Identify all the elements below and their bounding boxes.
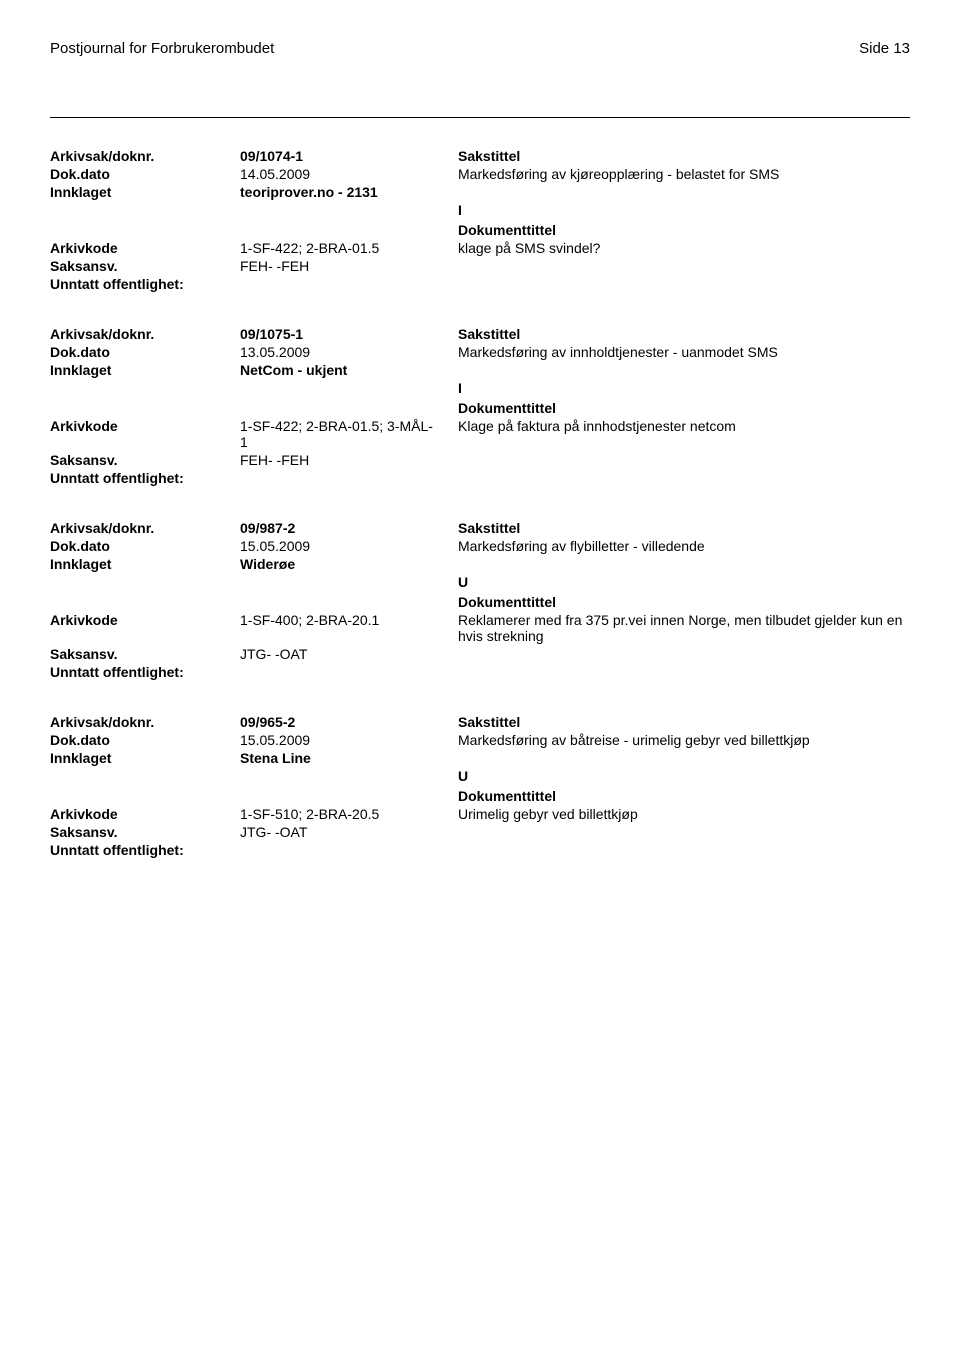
innklaget-value: Stena Line: [240, 750, 458, 766]
arkivkode-label: Arkivkode: [50, 612, 240, 628]
arkivsak-label: Arkivsak/doknr.: [50, 714, 240, 730]
saksansv-value: JTG- -OAT: [240, 646, 458, 662]
arkivkode-value: 1-SF-422; 2-BRA-01.5: [240, 240, 458, 256]
arkivsak-value: 09/965-2: [240, 714, 458, 730]
divider: [50, 117, 910, 118]
arkivkode-label: Arkivkode: [50, 806, 240, 822]
dokdato-label: Dok.dato: [50, 538, 240, 554]
dokumenttittel-label: Dokumenttittel: [458, 788, 910, 804]
saksansv-label: Saksansv.: [50, 824, 240, 840]
innklaget-label: Innklaget: [50, 362, 240, 378]
innklaget-label: Innklaget: [50, 184, 240, 200]
saksansv-value: JTG- -OAT: [240, 824, 458, 840]
arkivsak-label: Arkivsak/doknr.: [50, 326, 240, 342]
indicator: I: [458, 202, 910, 218]
innklaget-value: NetCom - ukjent: [240, 362, 458, 378]
dokumenttittel-text: Klage på faktura på innhodstjenester net…: [458, 418, 910, 434]
sakstittel-text: Markedsføring av innholdtjenester - uanm…: [458, 344, 910, 360]
dokdato-label: Dok.dato: [50, 344, 240, 360]
innklaget-value: teoriprover.no - 2131: [240, 184, 458, 200]
page-header: Postjournal for Forbrukerombudet Side 13: [50, 40, 910, 57]
innklaget-label: Innklaget: [50, 556, 240, 572]
dokdato-label: Dok.dato: [50, 732, 240, 748]
saksansv-label: Saksansv.: [50, 452, 240, 468]
sakstittel-label: Sakstittel: [458, 714, 910, 730]
dokumenttittel-text: klage på SMS svindel?: [458, 240, 910, 256]
record: Arkivsak/doknr.09/1075-1Sakstittel Dok.da…: [50, 326, 910, 486]
indicator: U: [458, 768, 910, 784]
arkivsak-value: 09/1075-1: [240, 326, 458, 342]
dokumenttittel-label: Dokumenttittel: [458, 222, 910, 238]
innklaget-label: Innklaget: [50, 750, 240, 766]
record: Arkivsak/doknr.09/1074-1Sakstittel Dok.da…: [50, 148, 910, 292]
record: Arkivsak/doknr.09/987-2Sakstittel Dok.dat…: [50, 520, 910, 680]
dokumenttittel-text: Urimelig gebyr ved billettkjøp: [458, 806, 910, 822]
journal-title: Postjournal for Forbrukerombudet: [50, 40, 274, 57]
dokdato-value: 13.05.2009: [240, 344, 458, 360]
unntatt-label: Unntatt offentlighet:: [50, 842, 184, 858]
arkivkode-value: 1-SF-510; 2-BRA-20.5: [240, 806, 458, 822]
unntatt-label: Unntatt offentlighet:: [50, 276, 184, 292]
record: Arkivsak/doknr.09/965-2Sakstittel Dok.dat…: [50, 714, 910, 858]
dokumenttittel-text: Reklamerer med fra 375 pr.vei innen Norg…: [458, 612, 910, 644]
saksansv-value: FEH- -FEH: [240, 258, 458, 274]
arkivkode-value: 1-SF-400; 2-BRA-20.1: [240, 612, 458, 628]
arkivsak-label: Arkivsak/doknr.: [50, 520, 240, 536]
dokdato-value: 15.05.2009: [240, 538, 458, 554]
sakstittel-text: Markedsføring av båtreise - urimelig geb…: [458, 732, 910, 748]
arkivsak-value: 09/1074-1: [240, 148, 458, 164]
arkivkode-label: Arkivkode: [50, 240, 240, 256]
innklaget-value: Widerøe: [240, 556, 458, 572]
sakstittel-label: Sakstittel: [458, 520, 910, 536]
arkivkode-label: Arkivkode: [50, 418, 240, 434]
arkivsak-value: 09/987-2: [240, 520, 458, 536]
arkivkode-value: 1-SF-422; 2-BRA-01.5; 3-MÅL-1: [240, 418, 458, 450]
indicator: U: [458, 574, 910, 590]
dokumenttittel-label: Dokumenttittel: [458, 594, 910, 610]
sakstittel-label: Sakstittel: [458, 326, 910, 342]
unntatt-label: Unntatt offentlighet:: [50, 664, 184, 680]
dokumenttittel-label: Dokumenttittel: [458, 400, 910, 416]
arkivsak-label: Arkivsak/doknr.: [50, 148, 240, 164]
dokdato-value: 14.05.2009: [240, 166, 458, 182]
unntatt-label: Unntatt offentlighet:: [50, 470, 184, 486]
saksansv-label: Saksansv.: [50, 258, 240, 274]
page-number: Side 13: [859, 40, 910, 57]
sakstittel-text: Markedsføring av flybilletter - villeden…: [458, 538, 910, 554]
records-container: Arkivsak/doknr.09/1074-1SakstittelDok.da…: [50, 148, 910, 858]
saksansv-value: FEH- -FEH: [240, 452, 458, 468]
dokdato-label: Dok.dato: [50, 166, 240, 182]
saksansv-label: Saksansv.: [50, 646, 240, 662]
indicator: I: [458, 380, 910, 396]
dokdato-value: 15.05.2009: [240, 732, 458, 748]
sakstittel-text: Markedsføring av kjøreopplæring - belast…: [458, 166, 910, 182]
sakstittel-label: Sakstittel: [458, 148, 910, 164]
